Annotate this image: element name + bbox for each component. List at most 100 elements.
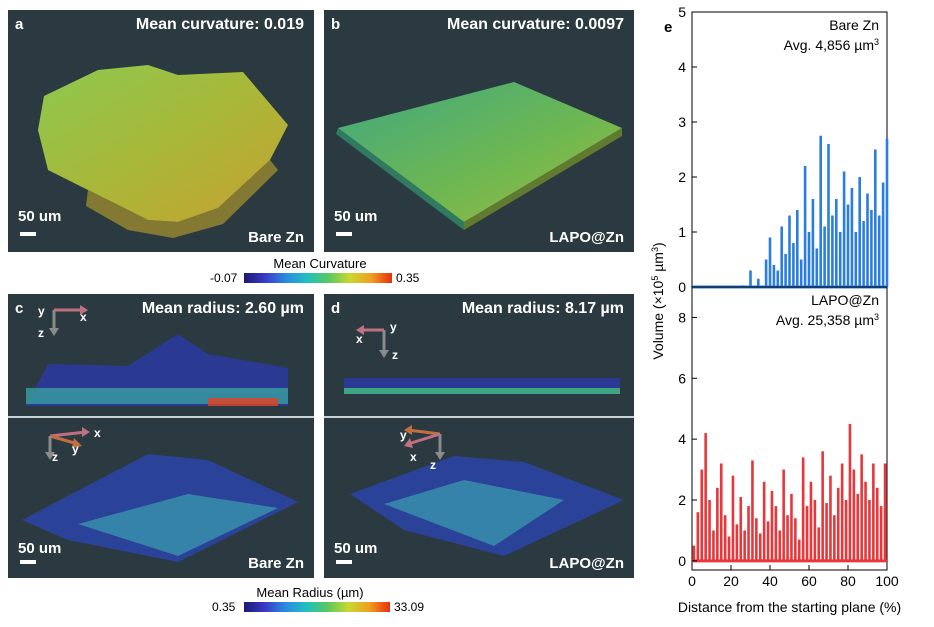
- bar: [815, 248, 819, 287]
- bar: [866, 193, 869, 287]
- panel-label: b: [331, 16, 341, 33]
- y-tick-label: 6: [678, 370, 686, 386]
- bar: [827, 144, 830, 287]
- y-tick-label: 8: [678, 309, 686, 325]
- bar: [805, 506, 809, 561]
- colorbar-curvature-max: 0.35: [396, 271, 420, 285]
- panel-title: Mean curvature: 0.0097: [447, 16, 624, 33]
- y-tick-label: 2: [678, 492, 686, 508]
- bar: [821, 451, 824, 561]
- plot-frame: [691, 11, 888, 288]
- bar: [782, 469, 785, 561]
- panel-c: c Mean radius: 2.60 µm y x z x y z 50 um…: [8, 294, 314, 578]
- bar: [809, 481, 813, 561]
- bar: [766, 521, 770, 561]
- bar: [801, 457, 805, 561]
- bar: [690, 285, 694, 287]
- plot-frame: [691, 286, 888, 571]
- colorbar-radius-max: 33.09: [394, 600, 425, 614]
- bar: [778, 530, 782, 561]
- panel-label: a: [15, 16, 24, 33]
- panel-divider: [8, 416, 314, 418]
- bar: [813, 500, 817, 561]
- bar: [739, 496, 743, 561]
- bar: [854, 232, 858, 287]
- bar: [838, 232, 842, 287]
- bar: [792, 243, 795, 287]
- bar: [833, 515, 836, 561]
- bar: [770, 490, 774, 561]
- bar: [811, 199, 815, 287]
- colorbar-curvature-title: Mean Curvature: [273, 256, 367, 271]
- bar: [850, 188, 854, 287]
- bar: [840, 463, 844, 561]
- bar: [796, 210, 799, 287]
- y-tick-label: 1: [678, 224, 686, 240]
- colorbar-radius-min: 0.35: [212, 600, 236, 614]
- bar: [784, 254, 787, 287]
- bar: [696, 512, 700, 561]
- bar: [741, 285, 744, 287]
- y-axis-label: Volume (×105 µm3): [650, 242, 666, 359]
- panel-label: e: [664, 19, 672, 36]
- bar: [875, 487, 879, 561]
- bar: [879, 506, 883, 561]
- bar: [856, 493, 860, 561]
- axis-label: y: [390, 320, 397, 334]
- series-title: LAPO@Zn: [811, 292, 879, 308]
- sample-label: LAPO@Zn: [549, 229, 624, 246]
- bar: [762, 481, 766, 561]
- panel-label: c: [15, 300, 24, 317]
- bar: [751, 460, 754, 561]
- bar: [829, 475, 832, 561]
- scale-label: 50 um: [18, 540, 62, 557]
- x-tick-label: 80: [840, 573, 856, 589]
- axis-label: x: [410, 450, 417, 464]
- axis-label: y: [72, 442, 79, 456]
- bar: [712, 530, 715, 561]
- bar: [860, 454, 863, 561]
- axis-label: z: [392, 348, 398, 362]
- bar: [731, 475, 735, 561]
- bar: [874, 149, 877, 287]
- terrain-render-b: [336, 82, 622, 230]
- bar: [757, 278, 760, 287]
- x-tick-label: 100: [875, 573, 899, 589]
- bar: [749, 270, 752, 287]
- panel-label: d: [331, 300, 341, 317]
- axes-triad-icon: [49, 305, 88, 336]
- y-tick-label: 4: [678, 431, 686, 447]
- bar: [774, 506, 778, 561]
- axes-triad-icon: [356, 325, 389, 358]
- x-tick-label: 20: [723, 573, 739, 589]
- panel-title: Mean curvature: 0.019: [135, 16, 304, 33]
- bar: [743, 530, 746, 561]
- bar: [868, 500, 871, 561]
- bar: [755, 518, 758, 561]
- bar: [825, 503, 828, 561]
- bar: [823, 226, 826, 287]
- y-tick-label: 4: [678, 59, 686, 75]
- y-tick-label: 5: [678, 4, 686, 20]
- bar: [844, 500, 848, 561]
- y-tick-label: 0: [678, 279, 686, 295]
- axis-label: x: [80, 310, 87, 324]
- panel-divider: [324, 416, 634, 418]
- bar: [831, 215, 834, 287]
- colorbar-curvature-min: -0.07: [210, 271, 238, 285]
- scale-bar: [20, 232, 36, 236]
- bar: [716, 487, 719, 561]
- x-tick-label: 0: [688, 573, 696, 589]
- bar: [842, 171, 846, 287]
- scale-bar: [20, 560, 36, 564]
- bar: [776, 270, 780, 287]
- bar: [877, 215, 881, 287]
- y-tick-label: 3: [678, 114, 686, 130]
- x-tick-label: 60: [801, 573, 817, 589]
- axes-triad-icon: [404, 425, 445, 460]
- bar: [819, 135, 822, 287]
- bar: [768, 237, 772, 287]
- x-axis-label: Distance from the starting plane (%): [678, 599, 901, 615]
- scale-label: 50 um: [334, 540, 378, 557]
- series-title: Bare Zn: [829, 17, 879, 33]
